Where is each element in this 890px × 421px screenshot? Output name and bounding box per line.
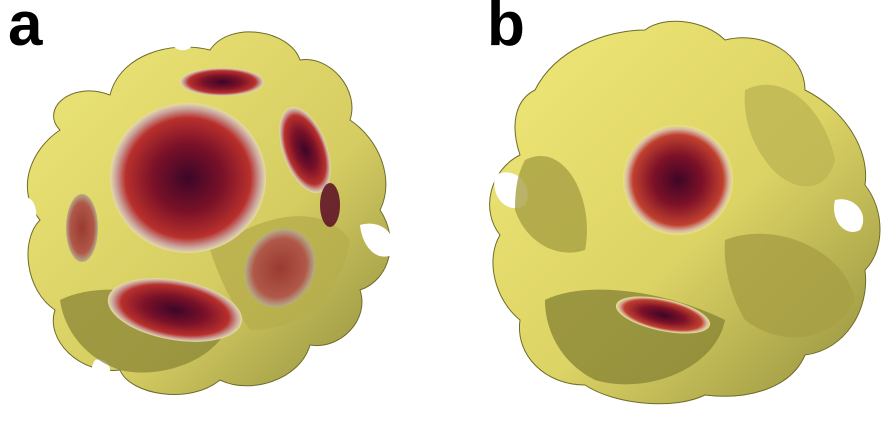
spot-right <box>279 107 331 193</box>
spot-far-right <box>320 183 340 227</box>
surface-rendering-b <box>489 20 881 405</box>
surface-rendering-a <box>26 31 391 395</box>
spot-center <box>623 125 733 235</box>
panel-b: b <box>445 0 890 421</box>
spot-bottom <box>107 278 243 342</box>
spot-lower-right <box>244 229 316 307</box>
spot-top <box>180 68 264 96</box>
panel-a: a <box>8 0 391 395</box>
spot-bottom <box>615 296 711 334</box>
panel-label-b: b <box>487 0 525 59</box>
spot-center <box>110 103 266 253</box>
spot-left <box>66 194 98 262</box>
panel-label-a: a <box>8 0 43 59</box>
